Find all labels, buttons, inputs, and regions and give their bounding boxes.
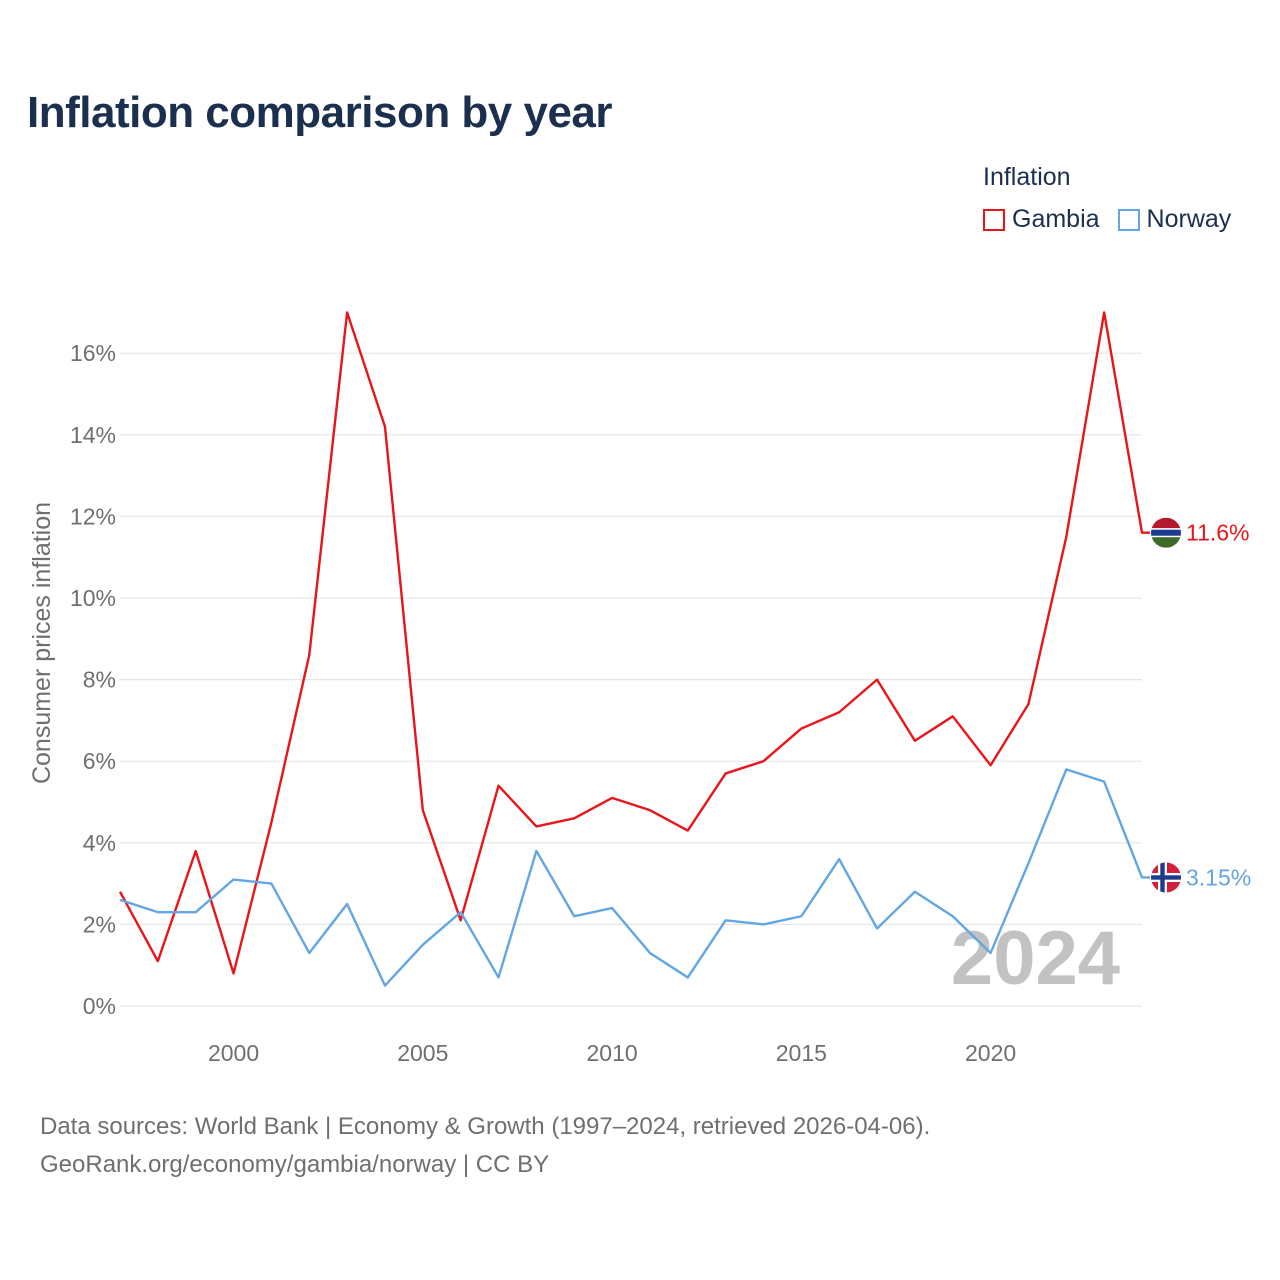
legend-item-gambia[interactable]: Gambia	[983, 205, 1100, 234]
grid-lines	[120, 352, 1142, 1007]
y-tick-label: 12%	[70, 503, 116, 529]
y-tick-label: 6%	[83, 748, 116, 774]
year-watermark: 2024	[951, 916, 1120, 1001]
legend: Gambia Norway	[983, 205, 1249, 234]
legend-label-norway: Norway	[1146, 205, 1232, 233]
x-tick-label: 2015	[776, 1040, 827, 1066]
y-tick-label: 16%	[70, 340, 116, 366]
series-lines	[118, 311, 1150, 987]
x-tick-label: 2020	[965, 1040, 1016, 1066]
chart-title: Inflation comparison by year	[27, 88, 613, 137]
gambia-flag-icon	[1151, 517, 1181, 548]
legend-item-norway[interactable]: Norway	[1117, 205, 1232, 234]
x-tick-label: 2010	[586, 1040, 637, 1066]
legend-label-gambia: Gambia	[1012, 205, 1100, 233]
series-line-norway[interactable]	[119, 768, 1150, 987]
x-tick-label: 2005	[397, 1040, 448, 1066]
end-markers: 11.6% 3.15%	[1151, 517, 1251, 893]
y-axis-label: Consumer prices inflation	[28, 502, 56, 784]
legend-swatch-gambia	[983, 208, 1005, 231]
norway-flag-icon	[1151, 862, 1181, 893]
y-tick-label: 0%	[83, 993, 116, 1019]
footer-attribution[interactable]: GeoRank.org/economy/gambia/norway | CC B…	[40, 1151, 550, 1178]
footer: Data sources: World Bank | Economy & Gro…	[40, 1108, 930, 1184]
y-axis-ticks: 0% 2% 4% 6% 8% 10% 12% 14% 16%	[70, 340, 116, 1019]
x-tick-label: 2000	[208, 1040, 259, 1066]
y-tick-label: 8%	[83, 667, 116, 693]
y-tick-label: 2%	[83, 911, 116, 937]
y-tick-label: 10%	[70, 585, 116, 611]
end-label-gambia: 11.6%	[1186, 520, 1250, 546]
legend-swatch-norway	[1117, 208, 1140, 231]
y-tick-label: 4%	[83, 830, 116, 856]
series-line-gambia[interactable]	[118, 311, 1150, 975]
y-tick-label: 14%	[70, 422, 116, 448]
end-label-norway: 3.15%	[1186, 864, 1251, 890]
x-axis-ticks: 2000 2005 2010 2015 2020	[208, 1040, 1016, 1066]
footer-sources: Data sources: World Bank | Economy & Gro…	[40, 1113, 931, 1140]
legend-title: Inflation	[983, 163, 1071, 191]
